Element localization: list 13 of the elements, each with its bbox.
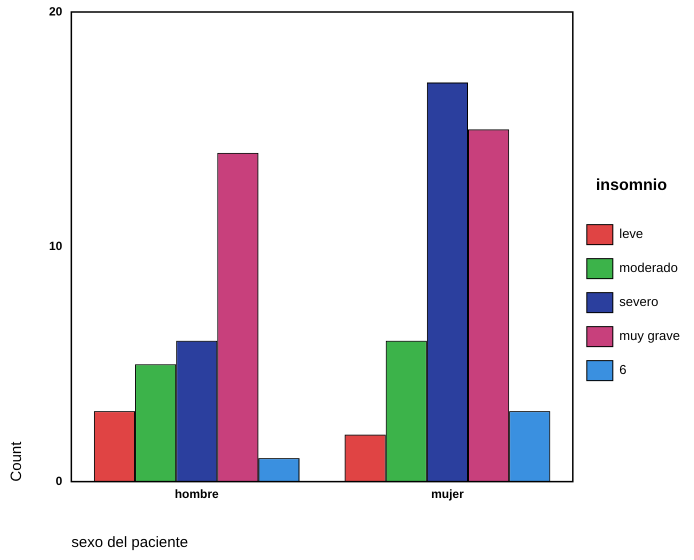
x-axis-title: sexo del paciente: [71, 534, 188, 552]
legend-label: 6: [619, 362, 627, 378]
legend-label: moderado: [619, 260, 678, 276]
legend-label: severo: [619, 294, 658, 310]
legend-title: insomnio: [596, 176, 668, 194]
x-tick-label: hombre: [174, 487, 220, 502]
y-tick-label: 10: [48, 239, 63, 254]
x-tick-label: mujer: [431, 487, 464, 502]
y-axis-title: Count: [8, 440, 26, 482]
y-tick-label: 20: [48, 4, 63, 18]
legend-label: muy grave: [619, 328, 680, 344]
legend-label: leve: [619, 226, 644, 242]
y-tick-label: 0: [56, 474, 63, 488]
